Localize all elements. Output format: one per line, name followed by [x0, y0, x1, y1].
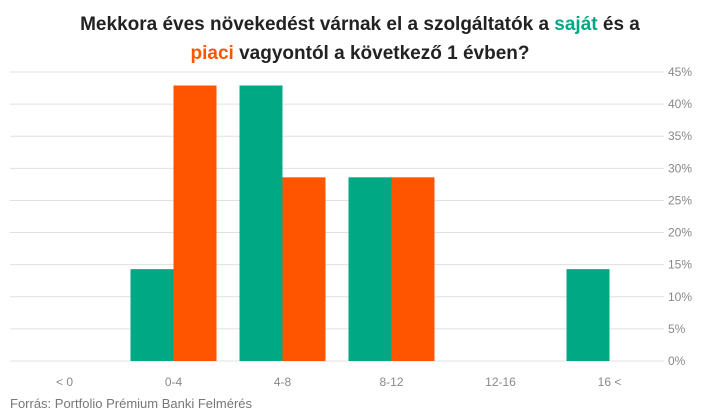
x-axis-tick-labels: < 0 0-4 4-8 8-12 12-16 16 <: [56, 375, 621, 389]
title-highlight-market: piaci: [190, 43, 234, 64]
y-tick-label: 30%: [668, 161, 692, 175]
y-tick-label: 35%: [668, 129, 692, 143]
x-tick-label: 16 <: [598, 375, 622, 389]
y-tick-label: 25%: [668, 193, 692, 207]
x-tick-label: < 0: [56, 375, 73, 389]
x-tick-label: 0-4: [165, 375, 183, 389]
bar-market-2: [282, 177, 326, 361]
y-tick-label: 40%: [668, 97, 692, 111]
y-tick-label: 20%: [668, 226, 692, 240]
source-note: Forrás: Portfolio Prémium Banki Felmérés: [10, 396, 253, 411]
bar-own-2: [239, 85, 283, 361]
bars: [130, 85, 610, 361]
y-tick-label: 10%: [668, 290, 692, 304]
y-tick-label: 45%: [668, 65, 692, 79]
x-tick-label: 8-12: [379, 375, 403, 389]
title-highlight-own: saját: [554, 14, 598, 35]
chart-title: Mekkora éves növekedést várnak el a szol…: [0, 10, 720, 68]
bar-own-3: [348, 177, 392, 361]
title-part-3: vagyontól a következő 1 évben?: [233, 43, 530, 64]
bar-own-5: [566, 269, 610, 361]
y-tick-label: 0%: [668, 354, 686, 368]
bar-market-1: [173, 85, 217, 361]
x-tick-label: 4-8: [274, 375, 292, 389]
bar-own-1: [130, 269, 174, 361]
y-tick-label: 15%: [668, 258, 692, 272]
gridlines: [10, 71, 664, 362]
title-part-2: és a: [597, 14, 640, 35]
bar-market-3: [391, 177, 435, 361]
y-tick-label: 5%: [668, 322, 686, 336]
y-axis-tick-labels: 0% 5% 10% 15% 20% 25% 30% 35% 40% 45%: [668, 65, 692, 368]
x-tick-label: 12-16: [485, 375, 516, 389]
title-part-1: Mekkora éves növekedést várnak el a szol…: [80, 14, 555, 35]
